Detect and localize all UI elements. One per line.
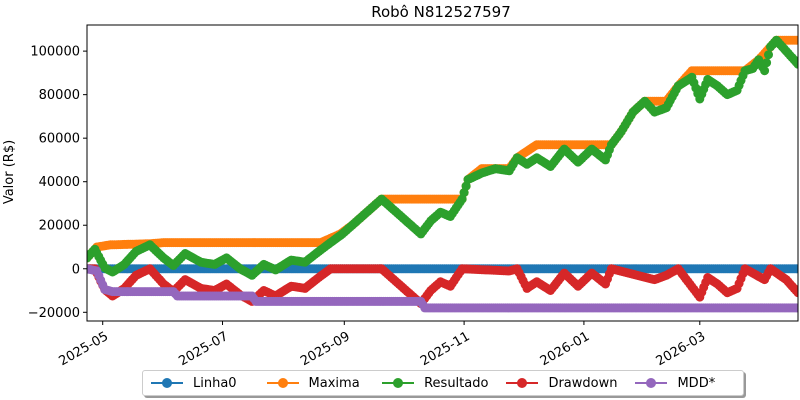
- x-tick-label: 2025-09: [298, 329, 353, 369]
- x-tick-label: 2025-05: [57, 329, 112, 369]
- x-tick-label: 2025-11: [418, 329, 473, 369]
- legend-item: MDD*: [635, 376, 733, 391]
- data-point: [793, 288, 798, 298]
- legend-label: MDD*: [677, 375, 716, 391]
- y-tick-label: 40000: [39, 175, 80, 190]
- plot-frame: [86, 24, 799, 322]
- legend-swatch: [382, 378, 415, 388]
- x-tick-label: 2026-01: [538, 329, 593, 369]
- data-point: [793, 59, 798, 69]
- y-tick-label: 0: [72, 262, 80, 277]
- data-point: [793, 264, 798, 274]
- legend-item: Drawdown: [506, 376, 617, 391]
- y-tick-label: 80000: [39, 88, 80, 103]
- legend-label: Linha0: [193, 375, 237, 391]
- series-layer: [87, 35, 798, 313]
- legend-swatch: [266, 378, 299, 388]
- y-tick-label: −20000: [28, 306, 80, 321]
- legend-swatch: [506, 378, 539, 388]
- chart-legend: Linha0 Maxima Resultado Drawdown MDD*: [142, 370, 744, 396]
- x-tick-label: 2026-03: [654, 329, 709, 369]
- legend-swatch: [635, 378, 668, 388]
- y-tick-label: 100000: [30, 45, 80, 60]
- series-mdd: [87, 264, 798, 313]
- legend-label: Drawdown: [548, 375, 618, 391]
- legend-label: Resultado: [424, 375, 489, 391]
- y-axis-label: Valor (R$): [2, 140, 17, 204]
- data-point: [793, 303, 798, 313]
- data-point: [762, 58, 772, 68]
- legend-item: Linha0: [151, 376, 249, 391]
- y-tick-label: 60000: [39, 132, 80, 147]
- legend-label: Maxima: [308, 375, 360, 391]
- series-maxima: [87, 35, 798, 263]
- chart-title: Robô N812527597: [371, 3, 511, 21]
- data-point: [764, 50, 773, 60]
- legend-item: Maxima: [266, 375, 365, 391]
- legend-item: Resultado: [382, 376, 488, 391]
- y-tick-label: 20000: [39, 219, 80, 234]
- x-tick-label: 2025-07: [176, 329, 231, 369]
- series-linha0: [87, 264, 798, 274]
- legend-swatch: [151, 378, 183, 388]
- data-point: [793, 35, 798, 45]
- data-point: [760, 66, 770, 76]
- series-resultado: [87, 35, 798, 280]
